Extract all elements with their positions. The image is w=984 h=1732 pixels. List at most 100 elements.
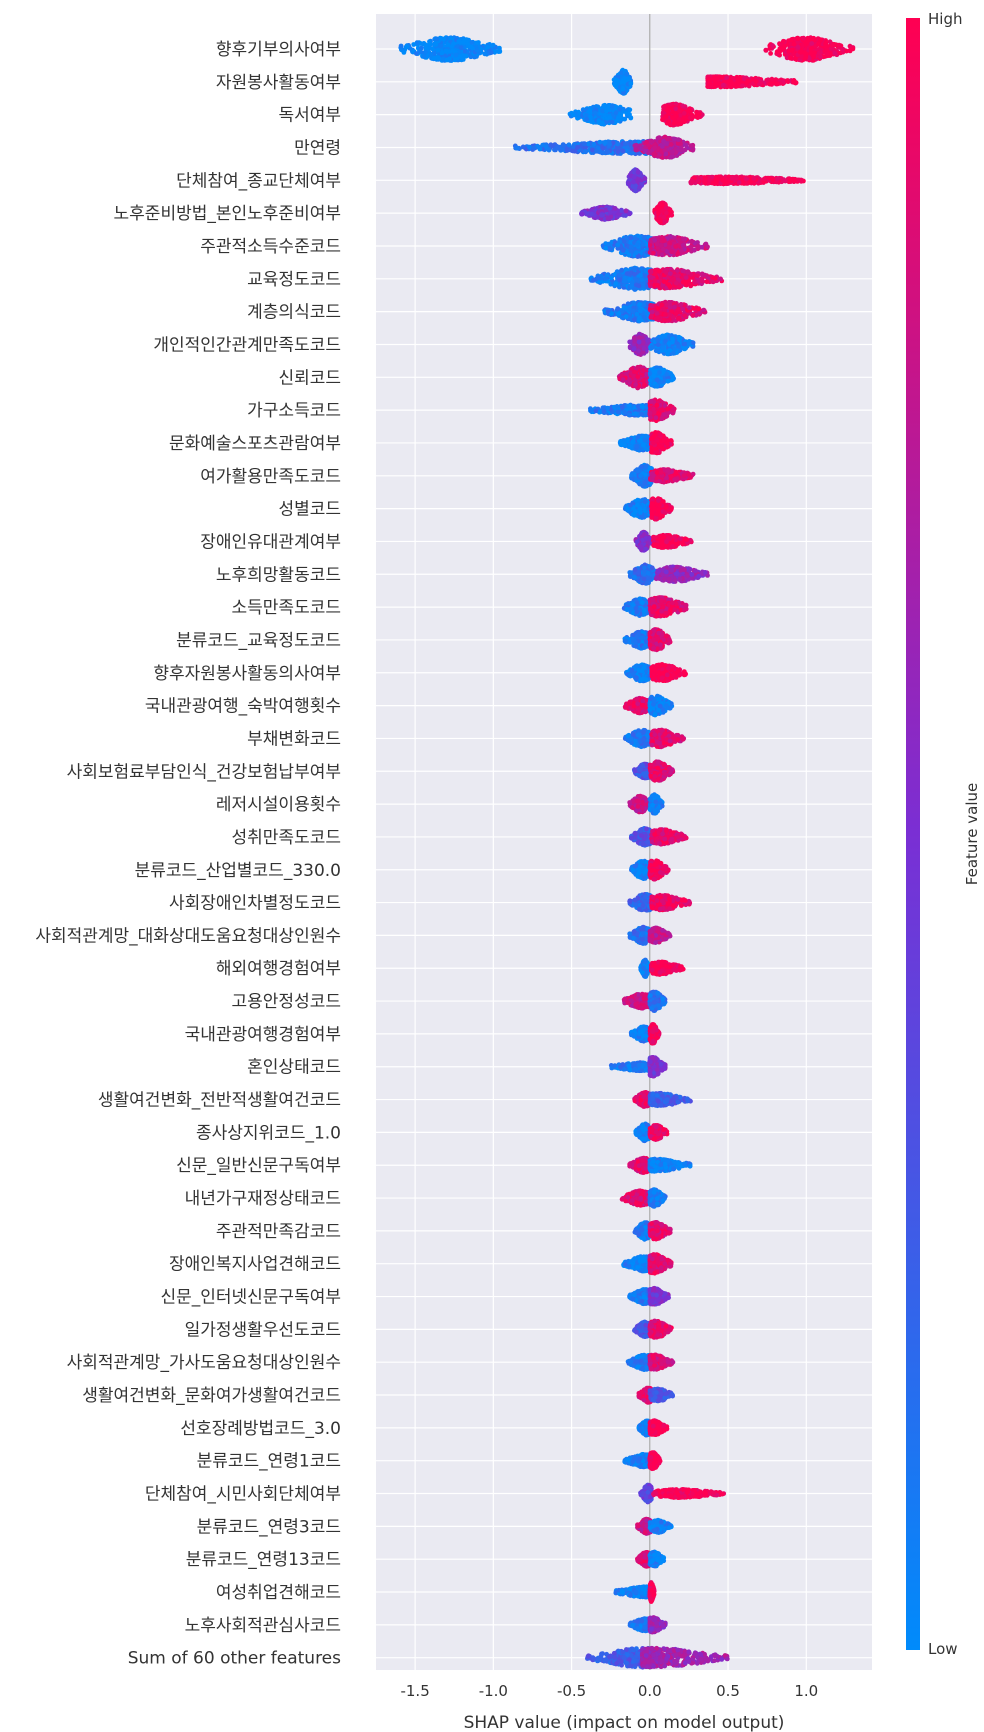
shap-point [654, 241, 660, 247]
shap-point [460, 57, 466, 62]
shap-point [582, 149, 588, 154]
shap-point [788, 37, 794, 43]
shap-point [627, 107, 633, 113]
shap-point [705, 244, 710, 250]
shap-point [648, 138, 654, 144]
shap-point [609, 119, 615, 125]
shap-point [791, 41, 797, 47]
shap-point [468, 44, 474, 50]
shap-point [608, 210, 613, 216]
shap-point [531, 145, 537, 151]
shap-point [666, 119, 672, 124]
shap-point [673, 244, 679, 250]
shap-point [663, 205, 669, 211]
shap-point [599, 212, 604, 218]
shap-point [448, 36, 454, 42]
shap-point [411, 42, 417, 47]
shap-point [670, 149, 675, 155]
shap-point [817, 50, 823, 55]
shap-point [579, 211, 585, 217]
shap-point [661, 214, 667, 220]
shap-point [811, 54, 817, 59]
shap-point [605, 149, 611, 155]
shap-point [690, 179, 696, 184]
shap-point [526, 144, 532, 150]
shap-point [414, 51, 419, 56]
shap-point [472, 54, 477, 60]
shap-point [612, 81, 618, 87]
shap-point [761, 176, 767, 182]
shap-point [681, 110, 687, 116]
shap-point [663, 151, 669, 157]
shap-point [463, 53, 469, 59]
shap-point [458, 45, 464, 51]
shap-point [736, 180, 742, 186]
shap-point [435, 55, 441, 60]
shap-point [606, 241, 611, 247]
shap-point [774, 176, 780, 182]
shap-point [662, 219, 668, 224]
shap-point [613, 77, 618, 83]
shap-point [644, 139, 650, 145]
shap-point [808, 50, 814, 56]
shap-point [679, 248, 684, 253]
shap-point [546, 147, 552, 153]
shap-point [605, 216, 611, 221]
shap-point [434, 36, 440, 42]
shap-point [720, 177, 725, 183]
shap-point [739, 83, 745, 89]
shap-point [632, 143, 638, 149]
shap-point [775, 81, 780, 87]
shap-point [620, 148, 626, 154]
shap-point [443, 48, 449, 54]
shap-point [823, 40, 829, 46]
shap-point [451, 41, 456, 47]
shap-point [795, 44, 801, 50]
shap-point [795, 36, 801, 41]
shap-point [633, 147, 639, 153]
shap-point [488, 50, 494, 55]
shap-point [695, 178, 701, 184]
shap-point [824, 51, 830, 57]
shap-point [623, 208, 629, 214]
shap-point [726, 79, 731, 85]
shap-point [550, 143, 555, 149]
shap-point [482, 51, 488, 57]
shap-point [440, 56, 446, 62]
shap-point [669, 154, 675, 160]
shap-point [583, 112, 589, 118]
shap-point [770, 176, 775, 182]
shap-point [655, 210, 661, 216]
shap-point [604, 108, 609, 114]
shap-point [597, 139, 603, 145]
shap-point [641, 235, 647, 240]
shap-point [689, 238, 695, 244]
shap-point [744, 81, 749, 86]
shap-point [659, 252, 665, 258]
shap-point [435, 47, 441, 53]
shap-point [699, 244, 705, 250]
shap-point [615, 141, 620, 147]
shap-point [635, 169, 641, 175]
shap-point [803, 55, 809, 60]
shap-point [788, 55, 793, 61]
shap-point [707, 177, 713, 183]
shap-point [770, 43, 775, 48]
shap-point [591, 141, 597, 147]
shap-point [575, 144, 580, 150]
shap-point [652, 153, 657, 158]
shap-point [438, 36, 444, 41]
shap-point [719, 75, 725, 80]
shap-point [633, 250, 639, 256]
shap-point [632, 184, 637, 190]
shap-point [628, 244, 634, 250]
shap-point [602, 112, 607, 118]
shap-point [680, 103, 685, 109]
shap-point [676, 237, 682, 243]
shap-point [774, 49, 780, 55]
shap-point [791, 177, 797, 183]
shap-point [676, 137, 681, 143]
shap-point [659, 201, 665, 207]
shap-point [690, 147, 696, 153]
shap-point [497, 49, 503, 54]
